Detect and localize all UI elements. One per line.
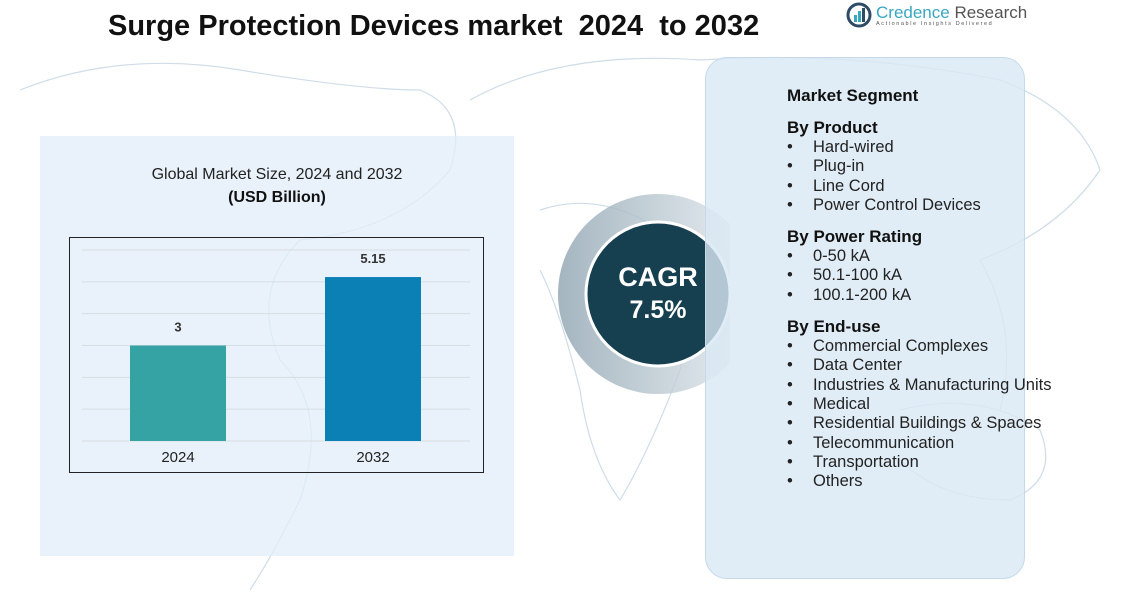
bar-2024 (130, 345, 226, 441)
cagr-value: 7.5% (629, 296, 687, 324)
market-segment-list: Market Segment By ProductHard-wiredPlug-… (787, 86, 1051, 492)
segment-group-title: By Product (787, 118, 878, 137)
segment-item: 0-50 kA (787, 247, 1051, 267)
segment-item: Telecommunication (787, 434, 1051, 454)
segment-item: 100.1-200 kA (787, 286, 1051, 306)
segment-item: 50.1-100 kA (787, 266, 1051, 286)
chart-title: Global Market Size, 2024 and 2032 (151, 166, 403, 183)
data-label: 5.15 (360, 251, 385, 266)
segment-item: Line Cord (787, 177, 1051, 197)
segment-item: Residential Buildings & Spaces (787, 414, 1051, 434)
segment-group-title: By Power Rating (787, 227, 923, 247)
segment-group-list: Hard-wiredPlug-inLine CordPower Control … (787, 138, 1051, 215)
x-tick-label: 2032 (356, 449, 389, 466)
page-title: Surge Protection Devices market 2024 to … (108, 10, 760, 42)
segment-item: Power Control Devices (787, 196, 1051, 216)
segment-heading: Market Segment (787, 86, 919, 105)
segment-group-list: 0-50 kA50.1-100 kA100.1-200 kA (787, 247, 1051, 305)
segment-item: Plug-in (787, 157, 1051, 177)
cagr-label: CAGR (618, 262, 698, 292)
chart-unit: (USD Billion) (228, 189, 326, 206)
logo-name: Credence Research (876, 4, 1027, 21)
segment-item: Hard-wired (787, 138, 1051, 158)
segment-item: Industries & Manufacturing Units (787, 376, 1051, 396)
segment-item: Others (787, 472, 1051, 492)
x-tick-label: 2024 (161, 449, 194, 466)
bar-chart: 3 2024 5.15 2032 (69, 237, 484, 473)
logo-name-part1: Credence (876, 2, 950, 22)
segment-group-title: By End-use (787, 317, 881, 337)
logo-name-part2: Research (949, 2, 1028, 22)
segment-item: Medical (787, 395, 1051, 415)
logo-tagline: Actionable Insights Delivered (876, 20, 994, 27)
logo-icon (846, 2, 872, 28)
credence-research-logo: Credence Research Actionable Insights De… (846, 2, 1027, 28)
segment-item: Transportation (787, 453, 1051, 473)
segment-group-list: Commercial ComplexesData CenterIndustrie… (787, 337, 1051, 492)
segment-item: Data Center (787, 356, 1051, 376)
segment-item: Commercial Complexes (787, 337, 1051, 357)
data-label: 3 (174, 320, 181, 335)
bar-2032 (325, 277, 421, 441)
